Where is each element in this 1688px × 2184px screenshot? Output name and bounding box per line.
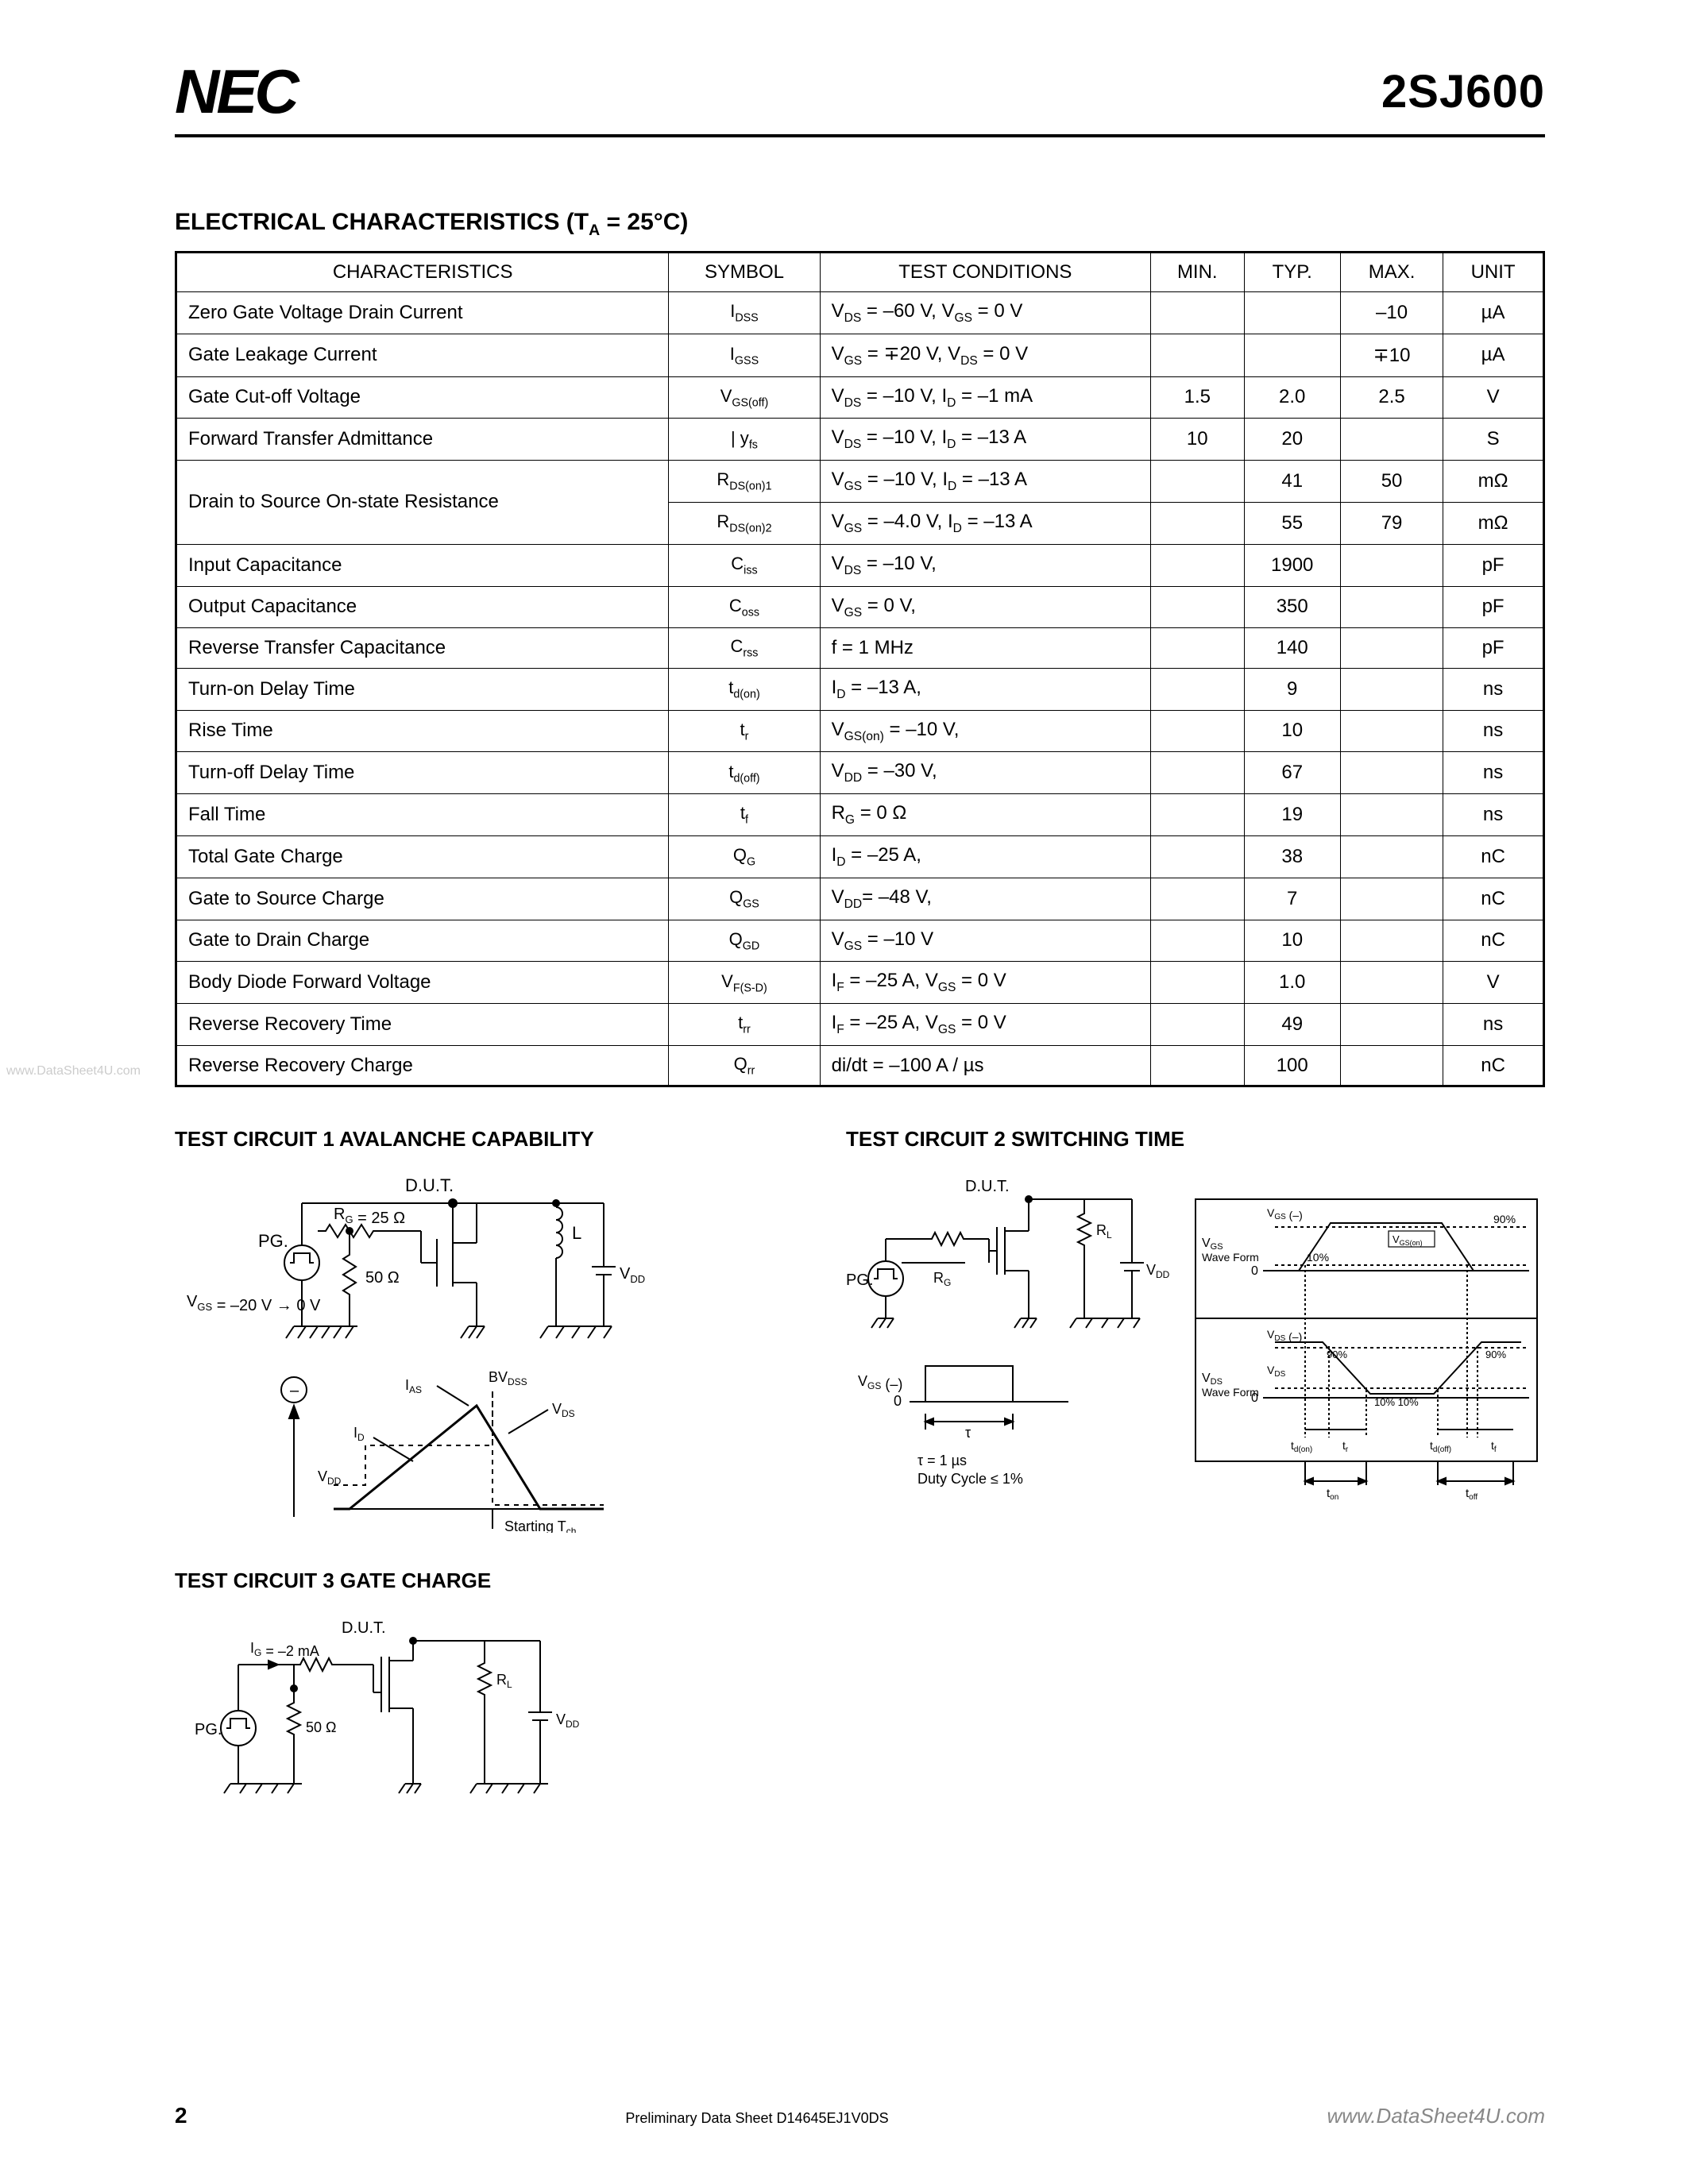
svg-text:ton: ton xyxy=(1327,1487,1338,1502)
table-row: Rise TimetrVGS(on) = –10 V,10ns xyxy=(176,710,1544,752)
svg-text:VGS (–): VGS (–) xyxy=(1267,1206,1303,1221)
svg-text:td(on): td(on) xyxy=(1291,1439,1312,1454)
svg-text:BVDSS: BVDSS xyxy=(489,1369,527,1387)
table-row: Gate Leakage CurrentIGSSVGS = ∓20 V, VDS… xyxy=(176,334,1544,376)
svg-text:RL: RL xyxy=(1096,1222,1112,1241)
svg-text:–: – xyxy=(290,1382,299,1399)
table-row: Total Gate ChargeQGID = –25 A,38nC xyxy=(176,835,1544,878)
svg-text:D.U.T.: D.U.T. xyxy=(342,1619,386,1637)
svg-text:τ: τ xyxy=(965,1425,971,1441)
svg-text:Duty Cycle ≤ 1%: Duty Cycle ≤ 1% xyxy=(917,1471,1023,1487)
svg-text:IAS: IAS xyxy=(405,1377,422,1395)
section-title-prefix: ELECTRICAL CHARACTERISTICS (T xyxy=(175,209,589,235)
circuit-3-title: TEST CIRCUIT 3 GATE CHARGE xyxy=(175,1569,798,1593)
svg-text:VDS: VDS xyxy=(1202,1372,1223,1387)
table-row: Gate to Drain ChargeQGDVGS = –10 V10nC xyxy=(176,920,1544,962)
svg-text:10%: 10% xyxy=(1307,1251,1329,1264)
svg-text:RG = 25 Ω: RG = 25 Ω xyxy=(334,1206,405,1227)
table-row: Reverse Recovery ChargeQrrdi/dt = –100 A… xyxy=(176,1045,1544,1086)
table-row: Turn-on Delay Timetd(on)ID = –13 A,9ns xyxy=(176,668,1544,710)
section-title-suffix: = 25°C) xyxy=(600,209,688,235)
test-circuit-1: TEST CIRCUIT 1 AVALANCHE CAPABILITY D.U.… xyxy=(175,1127,798,1537)
svg-text:tr: tr xyxy=(1342,1439,1349,1454)
part-number: 2SJ600 xyxy=(1381,65,1545,118)
watermark-left: www.DataSheet4U.com xyxy=(6,1064,141,1078)
circuit-2-diagram: D.U.T. PG. RG xyxy=(846,1167,1545,1533)
circuit-1-title: TEST CIRCUIT 1 AVALANCHE CAPABILITY xyxy=(175,1127,798,1152)
section-title: ELECTRICAL CHARACTERISTICS (TA = 25°C) xyxy=(175,209,1545,240)
svg-text:tf: tf xyxy=(1491,1439,1497,1454)
svg-text:90%: 90% xyxy=(1327,1349,1347,1360)
svg-text:VDS (–): VDS (–) xyxy=(1267,1328,1302,1343)
table-row: Reverse Recovery TimetrrIF = –25 A, VGS … xyxy=(176,1004,1544,1046)
svg-text:RG: RG xyxy=(933,1270,951,1288)
table-row: Body Diode Forward VoltageVF(S-D)IF = –2… xyxy=(176,962,1544,1004)
svg-text:VDD: VDD xyxy=(318,1468,342,1487)
circuit-1-diagram: D.U.T. RG = 25 Ω xyxy=(175,1167,715,1533)
svg-text:ID: ID xyxy=(353,1425,365,1443)
svg-text:VDD: VDD xyxy=(620,1265,645,1285)
svg-text:VDD: VDD xyxy=(556,1711,580,1730)
svg-text:D.U.T.: D.U.T. xyxy=(405,1175,454,1195)
svg-text:PG.: PG. xyxy=(195,1721,222,1738)
table-row: Fall TimetfRG = 0 Ω19ns xyxy=(176,794,1544,836)
table-row: Drain to Source On-state ResistanceRDS(o… xyxy=(176,461,1544,503)
page-number: 2 xyxy=(175,2103,187,2128)
table-row: Output CapacitanceCossVGS = 0 V,350pF xyxy=(176,586,1544,628)
svg-text:VGS = –20 V → 0 V: VGS = –20 V → 0 V xyxy=(187,1293,321,1314)
svg-text:VGS: VGS xyxy=(1202,1237,1223,1252)
table-row: Input CapacitanceCissVDS = –10 V,1900pF xyxy=(176,544,1544,586)
document-id: Preliminary Data Sheet D14645EJ1V0DS xyxy=(187,2110,1327,2127)
svg-text:VDS: VDS xyxy=(1267,1364,1286,1379)
svg-text:90%: 90% xyxy=(1485,1349,1506,1360)
table-row: Gate Cut-off VoltageVGS(off)VDS = –10 V,… xyxy=(176,376,1544,419)
circuit-2-title: TEST CIRCUIT 2 SWITCHING TIME xyxy=(846,1127,1545,1152)
svg-text:Starting Tch: Starting Tch xyxy=(504,1518,576,1533)
svg-text:RL: RL xyxy=(496,1672,512,1690)
test-circuit-2: TEST CIRCUIT 2 SWITCHING TIME D.U.T. PG.… xyxy=(846,1127,1545,1537)
table-row: Gate to Source ChargeQGSVDD= –48 V,7nC xyxy=(176,878,1544,920)
svg-text:τ = 1 µs: τ = 1 µs xyxy=(917,1453,967,1468)
table-header: MAX. xyxy=(1340,253,1443,292)
svg-text:PG.: PG. xyxy=(846,1271,873,1289)
watermark-url: www.DataSheet4U.com xyxy=(1327,2104,1545,2128)
svg-text:Wave Form: Wave Form xyxy=(1202,1251,1259,1264)
table-header: TYP. xyxy=(1244,253,1340,292)
svg-text:VDD: VDD xyxy=(1146,1262,1170,1280)
table-header: TEST CONDITIONS xyxy=(820,253,1151,292)
svg-text:50 Ω: 50 Ω xyxy=(365,1269,400,1287)
svg-text:VGS (–): VGS (–) xyxy=(858,1373,902,1392)
svg-text:toff: toff xyxy=(1466,1487,1477,1502)
table-row: Zero Gate Voltage Drain CurrentIDSSVDS =… xyxy=(176,292,1544,334)
table-header: SYMBOL xyxy=(669,253,820,292)
svg-text:VGS(on): VGS(on) xyxy=(1393,1233,1423,1247)
page-footer: 2 Preliminary Data Sheet D14645EJ1V0DS w… xyxy=(0,2103,1688,2128)
svg-text:50 Ω: 50 Ω xyxy=(306,1719,336,1735)
table-header: MIN. xyxy=(1151,253,1244,292)
svg-text:0: 0 xyxy=(894,1393,902,1409)
test-circuit-3: TEST CIRCUIT 3 GATE CHARGE D.U.T. IG = –… xyxy=(175,1569,798,1886)
circuit-3-diagram: D.U.T. IG = –2 mA PG. xyxy=(175,1609,651,1831)
svg-text:10% 10%: 10% 10% xyxy=(1374,1396,1419,1408)
table-header: CHARACTERISTICS xyxy=(176,253,669,292)
section-title-sub: A xyxy=(589,222,600,239)
page-header: NEC 2SJ600 xyxy=(175,56,1545,137)
svg-text:VDS: VDS xyxy=(552,1401,575,1419)
characteristics-table: CHARACTERISTICSSYMBOLTEST CONDITIONSMIN.… xyxy=(175,251,1545,1087)
nec-logo: NEC xyxy=(175,56,296,128)
svg-text:PG.: PG. xyxy=(258,1231,288,1251)
table-row: Reverse Transfer CapacitanceCrssf = 1 MH… xyxy=(176,628,1544,668)
svg-text:L: L xyxy=(572,1223,581,1243)
table-header: UNIT xyxy=(1443,253,1544,292)
svg-text:0: 0 xyxy=(1251,1264,1258,1278)
svg-text:90%: 90% xyxy=(1493,1213,1516,1225)
svg-text:IG = –2 mA: IG = –2 mA xyxy=(250,1640,319,1659)
svg-text:D.U.T.: D.U.T. xyxy=(965,1178,1010,1195)
table-row: Forward Transfer Admittance| yfsVDS = –1… xyxy=(176,419,1544,461)
table-row: Turn-off Delay Timetd(off)VDD = –30 V,67… xyxy=(176,752,1544,794)
svg-text:0: 0 xyxy=(1251,1391,1258,1405)
svg-text:td(off): td(off) xyxy=(1430,1439,1451,1454)
